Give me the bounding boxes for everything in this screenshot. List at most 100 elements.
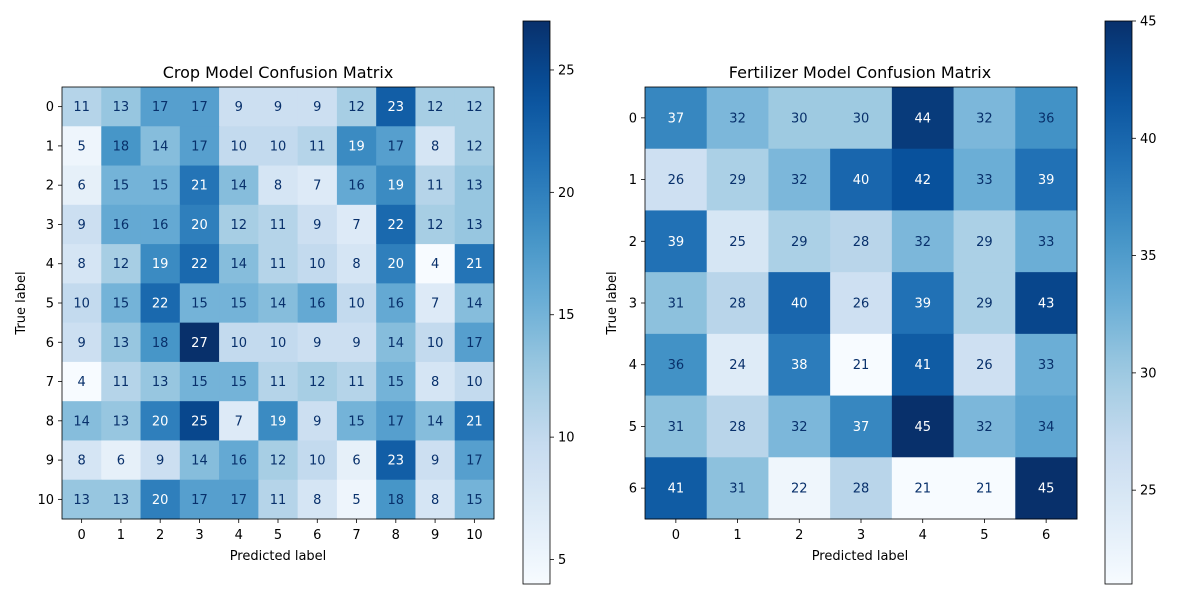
cell-value-label: 30	[853, 111, 870, 126]
matrix-cell	[140, 244, 181, 284]
matrix-cell	[768, 457, 831, 520]
cell-value-label: 15	[191, 375, 208, 390]
y-tick-label: 7	[46, 375, 54, 390]
colorbar-gradient	[1104, 20, 1133, 585]
matrix-cell	[297, 244, 338, 284]
cell-value-label: 39	[1038, 173, 1055, 188]
cell-value-label: 24	[729, 358, 746, 373]
matrix-cell	[645, 148, 708, 211]
cell-value-label: 16	[348, 179, 365, 194]
matrix-cell	[376, 244, 416, 284]
y-tick-label: 8	[46, 414, 54, 429]
matrix-cell	[140, 361, 181, 402]
matrix-cell	[376, 479, 416, 520]
cell-value-label: 6	[77, 179, 85, 194]
matrix-cell	[62, 126, 102, 167]
cell-value-label: 9	[313, 336, 321, 351]
cell-value-label: 8	[431, 139, 439, 154]
cell-value-label: 37	[668, 111, 685, 126]
y-tick-label: 0	[46, 100, 54, 115]
cell-value-label: 12	[348, 100, 365, 115]
x-tick-label: 4	[235, 528, 243, 543]
cell-value-label: 6	[352, 454, 360, 469]
matrix-cell	[179, 126, 220, 167]
matrix-cell	[645, 87, 708, 150]
matrix-cell	[336, 322, 377, 363]
fertilizer-y-axis-label: True label	[605, 271, 620, 335]
matrix-cell	[645, 210, 708, 273]
matrix-cell	[953, 272, 1016, 335]
cell-value-label: 45	[914, 420, 931, 435]
matrix-cell	[297, 401, 338, 441]
matrix-cell	[258, 204, 299, 245]
cell-value-label: 17	[191, 100, 208, 115]
matrix-cell	[140, 165, 181, 206]
matrix-cell	[140, 283, 181, 324]
cell-value-label: 32	[791, 420, 808, 435]
matrix-cell	[415, 126, 456, 167]
matrix-cell	[297, 204, 338, 245]
matrix-cell	[953, 148, 1016, 211]
matrix-cell	[219, 361, 259, 402]
matrix-cell	[891, 148, 955, 211]
matrix-cell	[258, 322, 299, 363]
matrix-cell	[891, 333, 955, 397]
matrix-cell	[454, 361, 495, 402]
cell-value-label: 11	[270, 493, 287, 508]
cell-value-label: 7	[235, 414, 243, 429]
matrix-cell	[454, 165, 495, 206]
cell-value-label: 9	[77, 218, 85, 233]
matrix-cell	[953, 457, 1016, 520]
matrix-cell	[376, 87, 416, 127]
fertilizer-x-axis-label: Predicted label	[812, 549, 909, 564]
x-tick-label: 9	[431, 528, 439, 543]
cell-value-label: 9	[235, 100, 243, 115]
matrix-cell	[454, 479, 495, 520]
matrix-cell	[101, 165, 142, 206]
cell-value-label: 16	[309, 297, 326, 312]
cell-value-label: 8	[274, 179, 282, 194]
matrix-cell	[258, 479, 299, 520]
cell-value-label: 20	[388, 257, 405, 272]
cell-value-label: 17	[152, 100, 169, 115]
cell-value-label: 28	[853, 235, 870, 250]
y-tick-label: 2	[46, 179, 54, 194]
cell-value-label: 10	[230, 139, 247, 154]
matrix-cell	[953, 333, 1016, 397]
fertilizer-confusion-matrix-panel: Fertilizer Model Confusion Matrix Predic…	[605, 15, 1157, 585]
matrix-cell	[336, 479, 377, 520]
matrix-cell	[336, 401, 377, 441]
matrix-cell	[179, 165, 220, 206]
matrix-cell	[62, 204, 102, 245]
cell-value-label: 21	[466, 257, 483, 272]
fertilizer-chart-title: Fertilizer Model Confusion Matrix	[729, 63, 991, 82]
x-tick-label: 8	[392, 528, 400, 543]
matrix-cell	[258, 283, 299, 324]
crop-y-ticks: 0 1 2 3 4 5 6 7 8 9 10	[37, 100, 62, 508]
matrix-cell	[454, 126, 495, 167]
cell-value-label: 10	[348, 297, 365, 312]
cell-value-label: 14	[73, 414, 90, 429]
matrix-cell	[1015, 272, 1078, 335]
matrix-cell	[415, 204, 456, 245]
cell-value-label: 32	[914, 235, 931, 250]
y-tick-label: 1	[46, 139, 54, 154]
matrix-cell	[297, 126, 338, 167]
cell-value-label: 14	[427, 414, 444, 429]
cell-value-label: 7	[352, 218, 360, 233]
matrix-cell	[62, 401, 102, 441]
cell-value-label: 5	[352, 493, 360, 508]
matrix-cell	[140, 479, 181, 520]
matrix-cell	[101, 204, 142, 245]
x-tick-label: 1	[117, 528, 125, 543]
matrix-cell	[830, 272, 893, 335]
cell-value-label: 17	[466, 336, 483, 351]
cell-value-label: 32	[976, 111, 993, 126]
cell-value-label: 40	[791, 297, 808, 312]
matrix-cell	[768, 148, 831, 211]
cell-value-label: 17	[191, 493, 208, 508]
matrix-cell	[258, 165, 299, 206]
cell-value-label: 12	[113, 257, 130, 272]
cell-value-label: 14	[230, 179, 247, 194]
cell-value-label: 43	[1038, 297, 1055, 312]
